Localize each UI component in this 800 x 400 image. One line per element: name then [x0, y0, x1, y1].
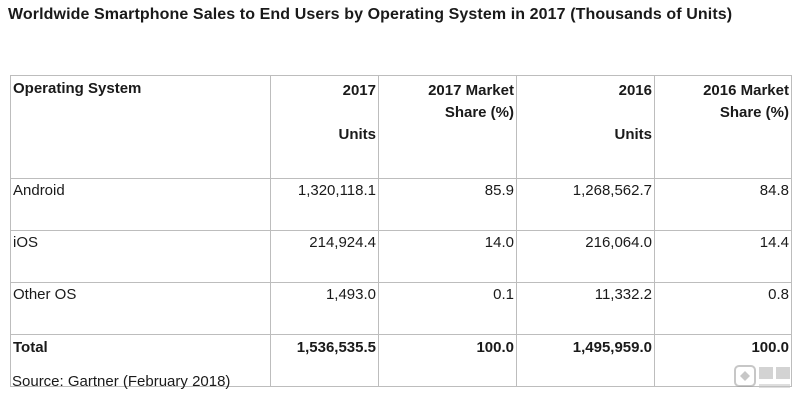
source-note: Source: Gartner (February 2018)	[12, 373, 231, 390]
total-label: Total	[10, 334, 271, 387]
row-ios-units-2017: 214,924.4	[270, 230, 379, 283]
total-share-2017: 100.0	[378, 334, 517, 387]
header-2016-share: 2016 Market Share (%)	[654, 75, 792, 179]
total-units-2016: 1,495,959.0	[516, 334, 655, 387]
header-2016-share-line2: Share (%)	[719, 104, 789, 121]
header-2016-units-label: Units	[614, 126, 653, 143]
header-2016-units: 2016 Units	[516, 75, 655, 179]
header-2017-units-label: Units	[338, 126, 377, 143]
row-other-os: Other OS	[10, 282, 271, 335]
row-other-units-2017: 1,493.0	[270, 282, 379, 335]
page-title: Worldwide Smartphone Sales to End Users …	[8, 6, 733, 23]
header-operating-system: Operating System	[10, 75, 271, 179]
table-header-row: Operating System 2017 Units 2017 Market …	[10, 75, 792, 179]
header-os-label: Operating System	[13, 80, 142, 97]
header-2017-label: 2017	[342, 82, 376, 99]
header-2017-share-line2: Share (%)	[444, 104, 514, 121]
table-row: Android 1,320,118.1 85.9 1,268,562.7 84.…	[10, 178, 792, 231]
header-2017-share: 2017 Market Share (%)	[378, 75, 517, 179]
table-total-row: Total 1,536,535.5 100.0 1,495,959.0 100.…	[10, 334, 792, 387]
sales-table: Operating System 2017 Units 2017 Market …	[10, 75, 792, 387]
row-ios-share-2017: 14.0	[378, 230, 517, 283]
header-2016-share-line1: 2016 Market	[703, 82, 789, 99]
row-ios-os: iOS	[10, 230, 271, 283]
watermark-logo-icon	[734, 365, 790, 388]
total-units-2017: 1,536,535.5	[270, 334, 379, 387]
table-row: Other OS 1,493.0 0.1 11,332.2 0.8	[10, 282, 792, 335]
row-android-units-2017: 1,320,118.1	[270, 178, 379, 231]
row-other-units-2016: 11,332.2	[516, 282, 655, 335]
header-2017-units: 2017 Units	[270, 75, 379, 179]
row-other-share-2016: 0.8	[654, 282, 792, 335]
row-android-share-2017: 85.9	[378, 178, 517, 231]
row-android-units-2016: 1,268,562.7	[516, 178, 655, 231]
row-ios-units-2016: 216,064.0	[516, 230, 655, 283]
header-2016-label: 2016	[618, 82, 652, 99]
row-ios-share-2016: 14.4	[654, 230, 792, 283]
row-android-share-2016: 84.8	[654, 178, 792, 231]
table-row: iOS 214,924.4 14.0 216,064.0 14.4	[10, 230, 792, 283]
row-android-os: Android	[10, 178, 271, 231]
row-other-share-2017: 0.1	[378, 282, 517, 335]
header-2017-share-line1: 2017 Market	[428, 82, 514, 99]
